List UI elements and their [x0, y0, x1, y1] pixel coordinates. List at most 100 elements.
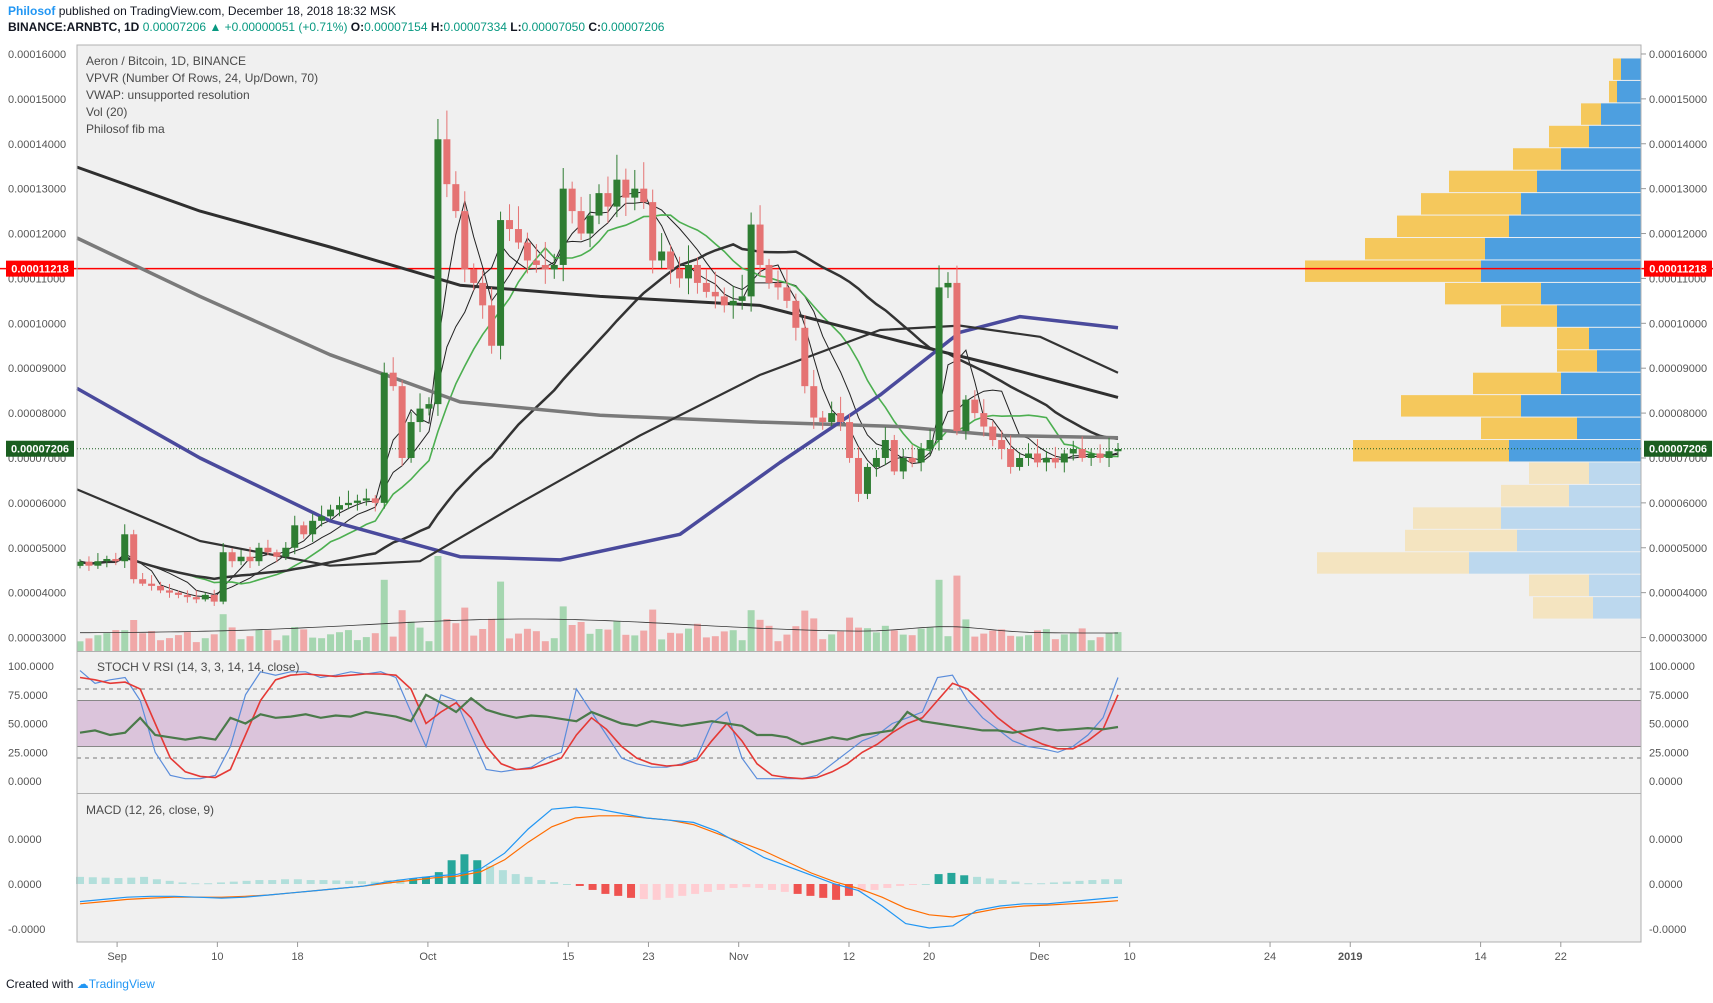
y-tick-label-right: 0.00014000: [1649, 139, 1707, 151]
rsi-tick-left: 100.0000: [8, 661, 54, 673]
volume-bar: [479, 629, 487, 651]
macd-hist-bar: [601, 884, 610, 894]
volume-bar: [300, 629, 308, 651]
volume-bar: [1033, 630, 1041, 651]
candle-body: [228, 552, 236, 562]
volume-bar: [157, 640, 165, 651]
macd-hist-bar: [101, 877, 110, 884]
volume-bar: [774, 641, 782, 651]
macd-tick-right: -0.0000: [1649, 924, 1686, 936]
y-tick-label-right: 0.00015000: [1649, 94, 1707, 106]
volume-bar: [935, 579, 943, 651]
macd-hist-bar: [780, 884, 789, 892]
candle-body: [846, 422, 854, 458]
candle-body: [103, 558, 111, 562]
author-link[interactable]: Philosof: [8, 4, 56, 18]
vp-down-bar: [1501, 305, 1557, 327]
volume-bar: [649, 609, 657, 651]
candle-body: [130, 534, 138, 580]
candle-body: [85, 561, 93, 566]
volume-bar: [801, 610, 809, 651]
macd-hist-bar: [575, 884, 584, 886]
vp-up-bar: [1557, 305, 1641, 327]
candlesticks[interactable]: [76, 110, 1122, 606]
macd-hist-bar: [293, 879, 302, 884]
macd-hist-bar: [960, 875, 969, 884]
volume-bar: [130, 620, 138, 651]
vp-down-bar: [1529, 462, 1589, 484]
volume-bar: [121, 630, 129, 651]
legend-vwap: VWAP: unsupported resolution: [86, 88, 250, 102]
candle-body: [819, 417, 827, 423]
macd-hist-bar: [204, 883, 213, 885]
volume-bar: [532, 631, 540, 651]
tradingview-link[interactable]: TradingView: [88, 977, 155, 991]
price-pane[interactable]: [77, 45, 1641, 651]
price-badge: [1644, 440, 1712, 457]
macd-hist-bar: [178, 882, 187, 884]
volume-bar: [684, 628, 692, 651]
volume-bar: [327, 634, 335, 651]
volume-bar: [76, 641, 84, 651]
vp-down-bar: [1401, 395, 1521, 417]
volume-bar: [998, 629, 1006, 651]
vp-up-bar: [1589, 125, 1641, 148]
candle-body: [470, 269, 478, 283]
rsi-tick-left: 25.0000: [8, 747, 48, 759]
candle-body: [962, 399, 970, 432]
y-tick-label-left: 0.00016000: [8, 49, 66, 61]
macd-hist-bar: [562, 884, 571, 885]
volume-bar: [219, 614, 227, 651]
volume-bar: [693, 623, 701, 651]
y-tick-label-left: 0.00009000: [8, 363, 66, 375]
volume-bar: [1016, 636, 1024, 651]
macd-hist-bar: [819, 884, 828, 898]
vp-down-bar: [1581, 103, 1601, 125]
candle-body: [568, 188, 576, 212]
volume-bar: [917, 628, 925, 651]
macd-tick-left: 0.0000: [8, 879, 42, 891]
volume-bar: [908, 635, 916, 651]
candle-body: [1051, 457, 1059, 463]
volume-bar: [380, 579, 388, 651]
candle-body: [837, 413, 845, 423]
candle-body: [389, 372, 397, 387]
legend-fib-ma: Philosof fib ma: [86, 122, 165, 136]
y-tick-label-right: 0.00013000: [1649, 184, 1707, 196]
rsi-tick-right: 0.0000: [1649, 776, 1683, 788]
volume-bar: [792, 626, 800, 651]
candle-body: [890, 440, 898, 472]
candle-body: [908, 457, 916, 463]
macd-hist-bar: [409, 878, 418, 884]
volume-bar: [550, 638, 558, 651]
macd-hist-bar: [857, 884, 866, 892]
macd-pane[interactable]: [77, 794, 1641, 942]
candle-body: [1007, 449, 1015, 467]
candle-body: [613, 179, 621, 207]
candle-body: [148, 583, 156, 586]
volume-bar: [676, 633, 684, 651]
volume-bar: [711, 636, 719, 651]
x-tick-label: 14: [1474, 951, 1486, 963]
macd-hist-bar: [486, 866, 495, 884]
y-tick-label-left: 0.00012000: [8, 229, 66, 241]
candle-body: [380, 372, 388, 503]
vp-down-bar: [1613, 58, 1621, 80]
vp-up-bar: [1577, 417, 1641, 440]
macd-hist-bar: [729, 884, 738, 888]
macd-hist-bar: [1075, 880, 1084, 884]
volume-bar: [1096, 637, 1104, 651]
volume-bar: [640, 630, 648, 651]
volume-bar: [944, 636, 952, 651]
macd-hist-bar: [537, 880, 546, 884]
volume-bar: [336, 632, 343, 651]
high-value: 0.00007334: [443, 20, 507, 34]
macd-tick-right: 0.0000: [1649, 879, 1683, 891]
macd-hist-bar: [908, 884, 917, 885]
vp-down-bar: [1397, 215, 1509, 238]
candle-body: [210, 594, 218, 602]
macd-hist-bar: [934, 874, 943, 884]
macd-hist-bar: [268, 880, 277, 884]
candle-body: [899, 457, 907, 472]
